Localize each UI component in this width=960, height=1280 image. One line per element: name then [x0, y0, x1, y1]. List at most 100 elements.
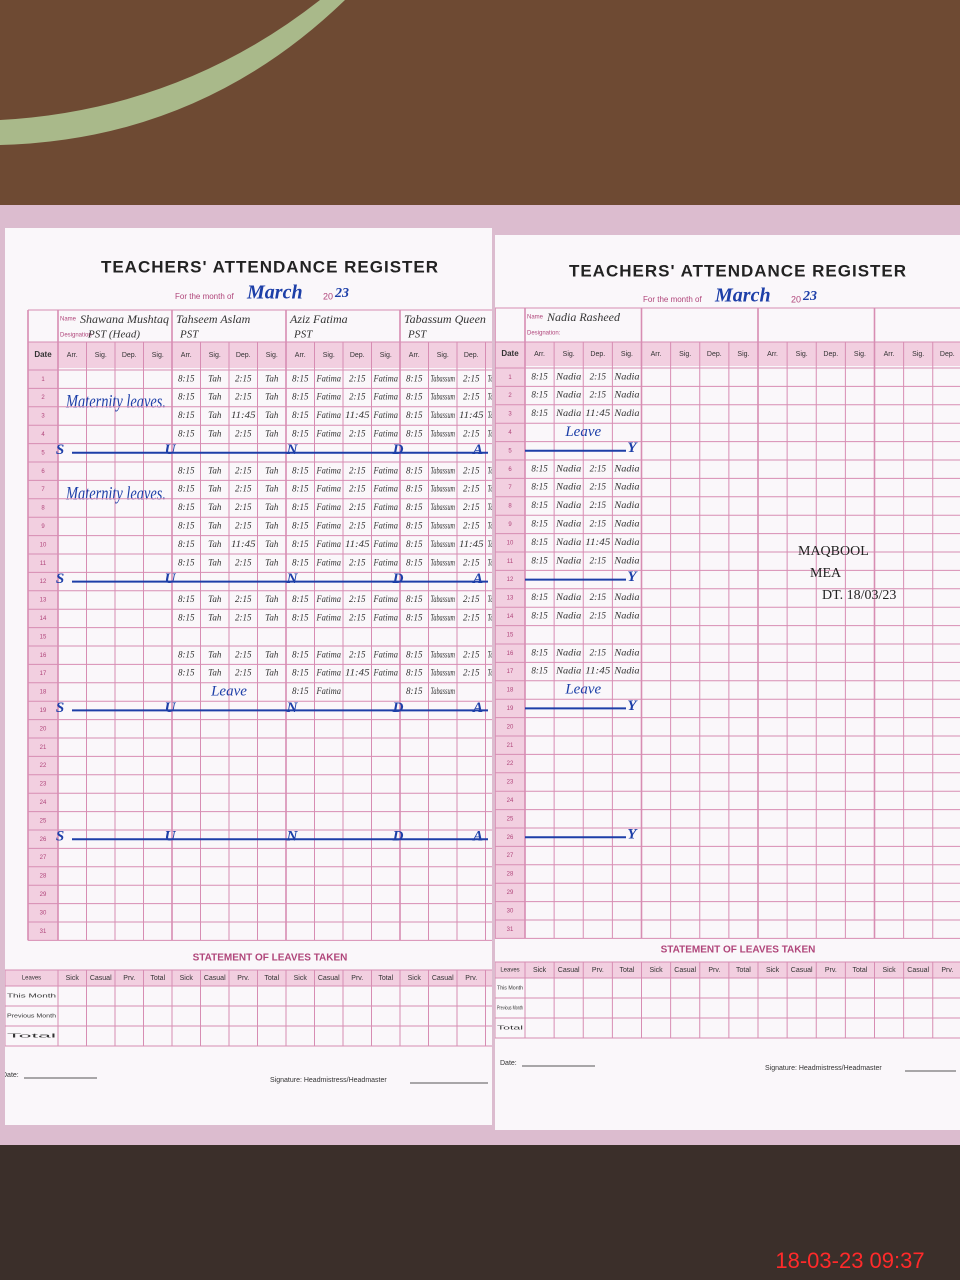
- leaves-column: Total: [736, 967, 751, 974]
- attendance-entry: Tah: [208, 392, 222, 402]
- column-header: Sig.: [854, 351, 866, 358]
- attendance-entry: Tabassum: [431, 410, 456, 420]
- attendance-entry: Tah: [265, 557, 279, 567]
- year: 23: [334, 286, 349, 301]
- teacher-name: Tahseem Aslam: [176, 312, 251, 326]
- attendance-entry: Tah: [265, 649, 279, 659]
- date-number: 8: [508, 504, 512, 510]
- attendance-entry: 8:15: [292, 686, 309, 696]
- date-number: 22: [507, 761, 514, 767]
- attendance-entry: 8:15: [178, 668, 195, 678]
- attendance-entry: Fatima: [316, 668, 342, 678]
- attendance-entry: 8:15: [292, 668, 309, 678]
- attendance-entry: 8:15: [531, 500, 548, 510]
- attendance-entry: 2:15: [463, 520, 480, 530]
- attendance-entry: Tabassum: [431, 686, 456, 696]
- attendance-entry: Tabassum: [488, 502, 513, 512]
- leaves-column: Sick: [180, 975, 194, 982]
- date-number: 1: [508, 375, 512, 381]
- teacher-designation: PST: [293, 329, 313, 341]
- attendance-entry: Fatima: [373, 373, 399, 383]
- header-band: [28, 342, 492, 368]
- date-number: 24: [507, 798, 514, 804]
- attendance-entry: 2:15: [235, 428, 252, 438]
- leaves-column: Prv.: [123, 975, 135, 982]
- attendance-entry: 8:15: [178, 465, 195, 475]
- attendance-entry: Tabassum: [431, 428, 456, 438]
- attendance-entry: Nadia: [555, 390, 582, 400]
- date-number: 1: [41, 377, 45, 383]
- leaves-row-label: This Month: [7, 993, 56, 999]
- attendance-entry: Tah: [265, 392, 279, 402]
- attendance-entry: 2:15: [590, 390, 607, 400]
- attendance-entry: 8:15: [406, 410, 423, 420]
- attendance-entry: 8:15: [292, 594, 309, 604]
- leaves-column: Sick: [882, 967, 896, 974]
- column-header: Arr.: [534, 351, 545, 358]
- attendance-entry: 8:15: [178, 594, 195, 604]
- sunday-letter: D: [392, 700, 404, 716]
- sunday-letter: N: [286, 829, 299, 845]
- attendance-entry: Nadia: [555, 371, 582, 381]
- column-header: Arr.: [409, 352, 420, 359]
- attendance-entry: Tabassum: [488, 484, 513, 494]
- attendance-entry: Tah: [208, 539, 222, 549]
- attendance-entry: Tah: [208, 668, 222, 678]
- column-header: Arr.: [651, 351, 662, 358]
- attendance-entry: 11:45: [345, 539, 370, 549]
- attendance-entry: Nadia: [613, 666, 640, 676]
- attendance-entry: Fatima: [316, 594, 342, 604]
- attendance-entry: Fatima: [373, 520, 399, 530]
- date-number: 19: [40, 708, 47, 714]
- sunday-letter: A: [472, 829, 483, 845]
- leaves-column: Prv.: [351, 975, 363, 982]
- attendance-entry: Tabassum: [431, 668, 456, 678]
- column-header: Arr.: [767, 351, 778, 358]
- attendance-entry: 8:15: [292, 373, 309, 383]
- attendance-entry: 8:15: [531, 390, 548, 400]
- date-number: 2: [508, 393, 512, 399]
- date-label: Date:: [2, 1072, 19, 1079]
- date-number: 20: [40, 726, 47, 732]
- date-number: 27: [507, 853, 514, 859]
- date-number: 14: [507, 614, 514, 620]
- attendance-entry: 8:15: [178, 428, 195, 438]
- register-title: TEACHERS' ATTENDANCE REGISTER: [101, 257, 439, 276]
- date-number: 30: [507, 908, 514, 914]
- attendance-entry: 2:15: [349, 465, 366, 475]
- attendance-entry: Fatima: [373, 557, 399, 567]
- signature-label: Signature: Headmistress/Headmaster: [270, 1077, 387, 1084]
- attendance-entry: Tabassum: [431, 465, 456, 475]
- leaves-row-label: Previous Month: [497, 1005, 523, 1011]
- date-number: 30: [40, 910, 47, 916]
- attendance-entry: 8:15: [531, 610, 548, 620]
- attendance-entry: Tabassum: [488, 594, 513, 604]
- leaves-column: Prv.: [465, 975, 477, 982]
- date-number: 14: [40, 616, 47, 622]
- attendance-entry: 2:15: [590, 500, 607, 510]
- date-number: 28: [40, 874, 47, 880]
- column-header: Sig.: [95, 352, 107, 359]
- register-title: TEACHERS' ATTENDANCE REGISTER: [569, 261, 907, 280]
- attendance-entry: 2:15: [349, 392, 366, 402]
- leaves-title: STATEMENT OF LEAVES TAKEN: [661, 945, 816, 956]
- attendance-entry: Tabassum: [431, 557, 456, 567]
- attendance-entry: Nadia: [555, 518, 582, 528]
- leave-entry: Leave: [564, 424, 601, 440]
- attendance-entry: 2:15: [235, 373, 252, 383]
- attendance-entry: 2:15: [349, 373, 366, 383]
- leaves-column: Casual: [558, 967, 580, 974]
- leaves-header-band: [5, 970, 492, 986]
- attendance-entry: Tabassum: [488, 668, 513, 678]
- attendance-entry: 8:15: [531, 555, 548, 565]
- leaves-column: Sick: [408, 975, 422, 982]
- attendance-entry: Tabassum: [431, 520, 456, 530]
- attendance-entry: Tah: [208, 465, 222, 475]
- attendance-entry: 2:15: [349, 612, 366, 622]
- attendance-entry: Tah: [208, 373, 222, 383]
- attendance-entry: Tabassum: [431, 484, 456, 494]
- attendance-entry: Fatima: [316, 373, 342, 383]
- attendance-entry: Fatima: [316, 392, 342, 402]
- teacher-name: Shawana Mushtaq: [80, 312, 169, 326]
- leaves-table: [5, 969, 492, 1047]
